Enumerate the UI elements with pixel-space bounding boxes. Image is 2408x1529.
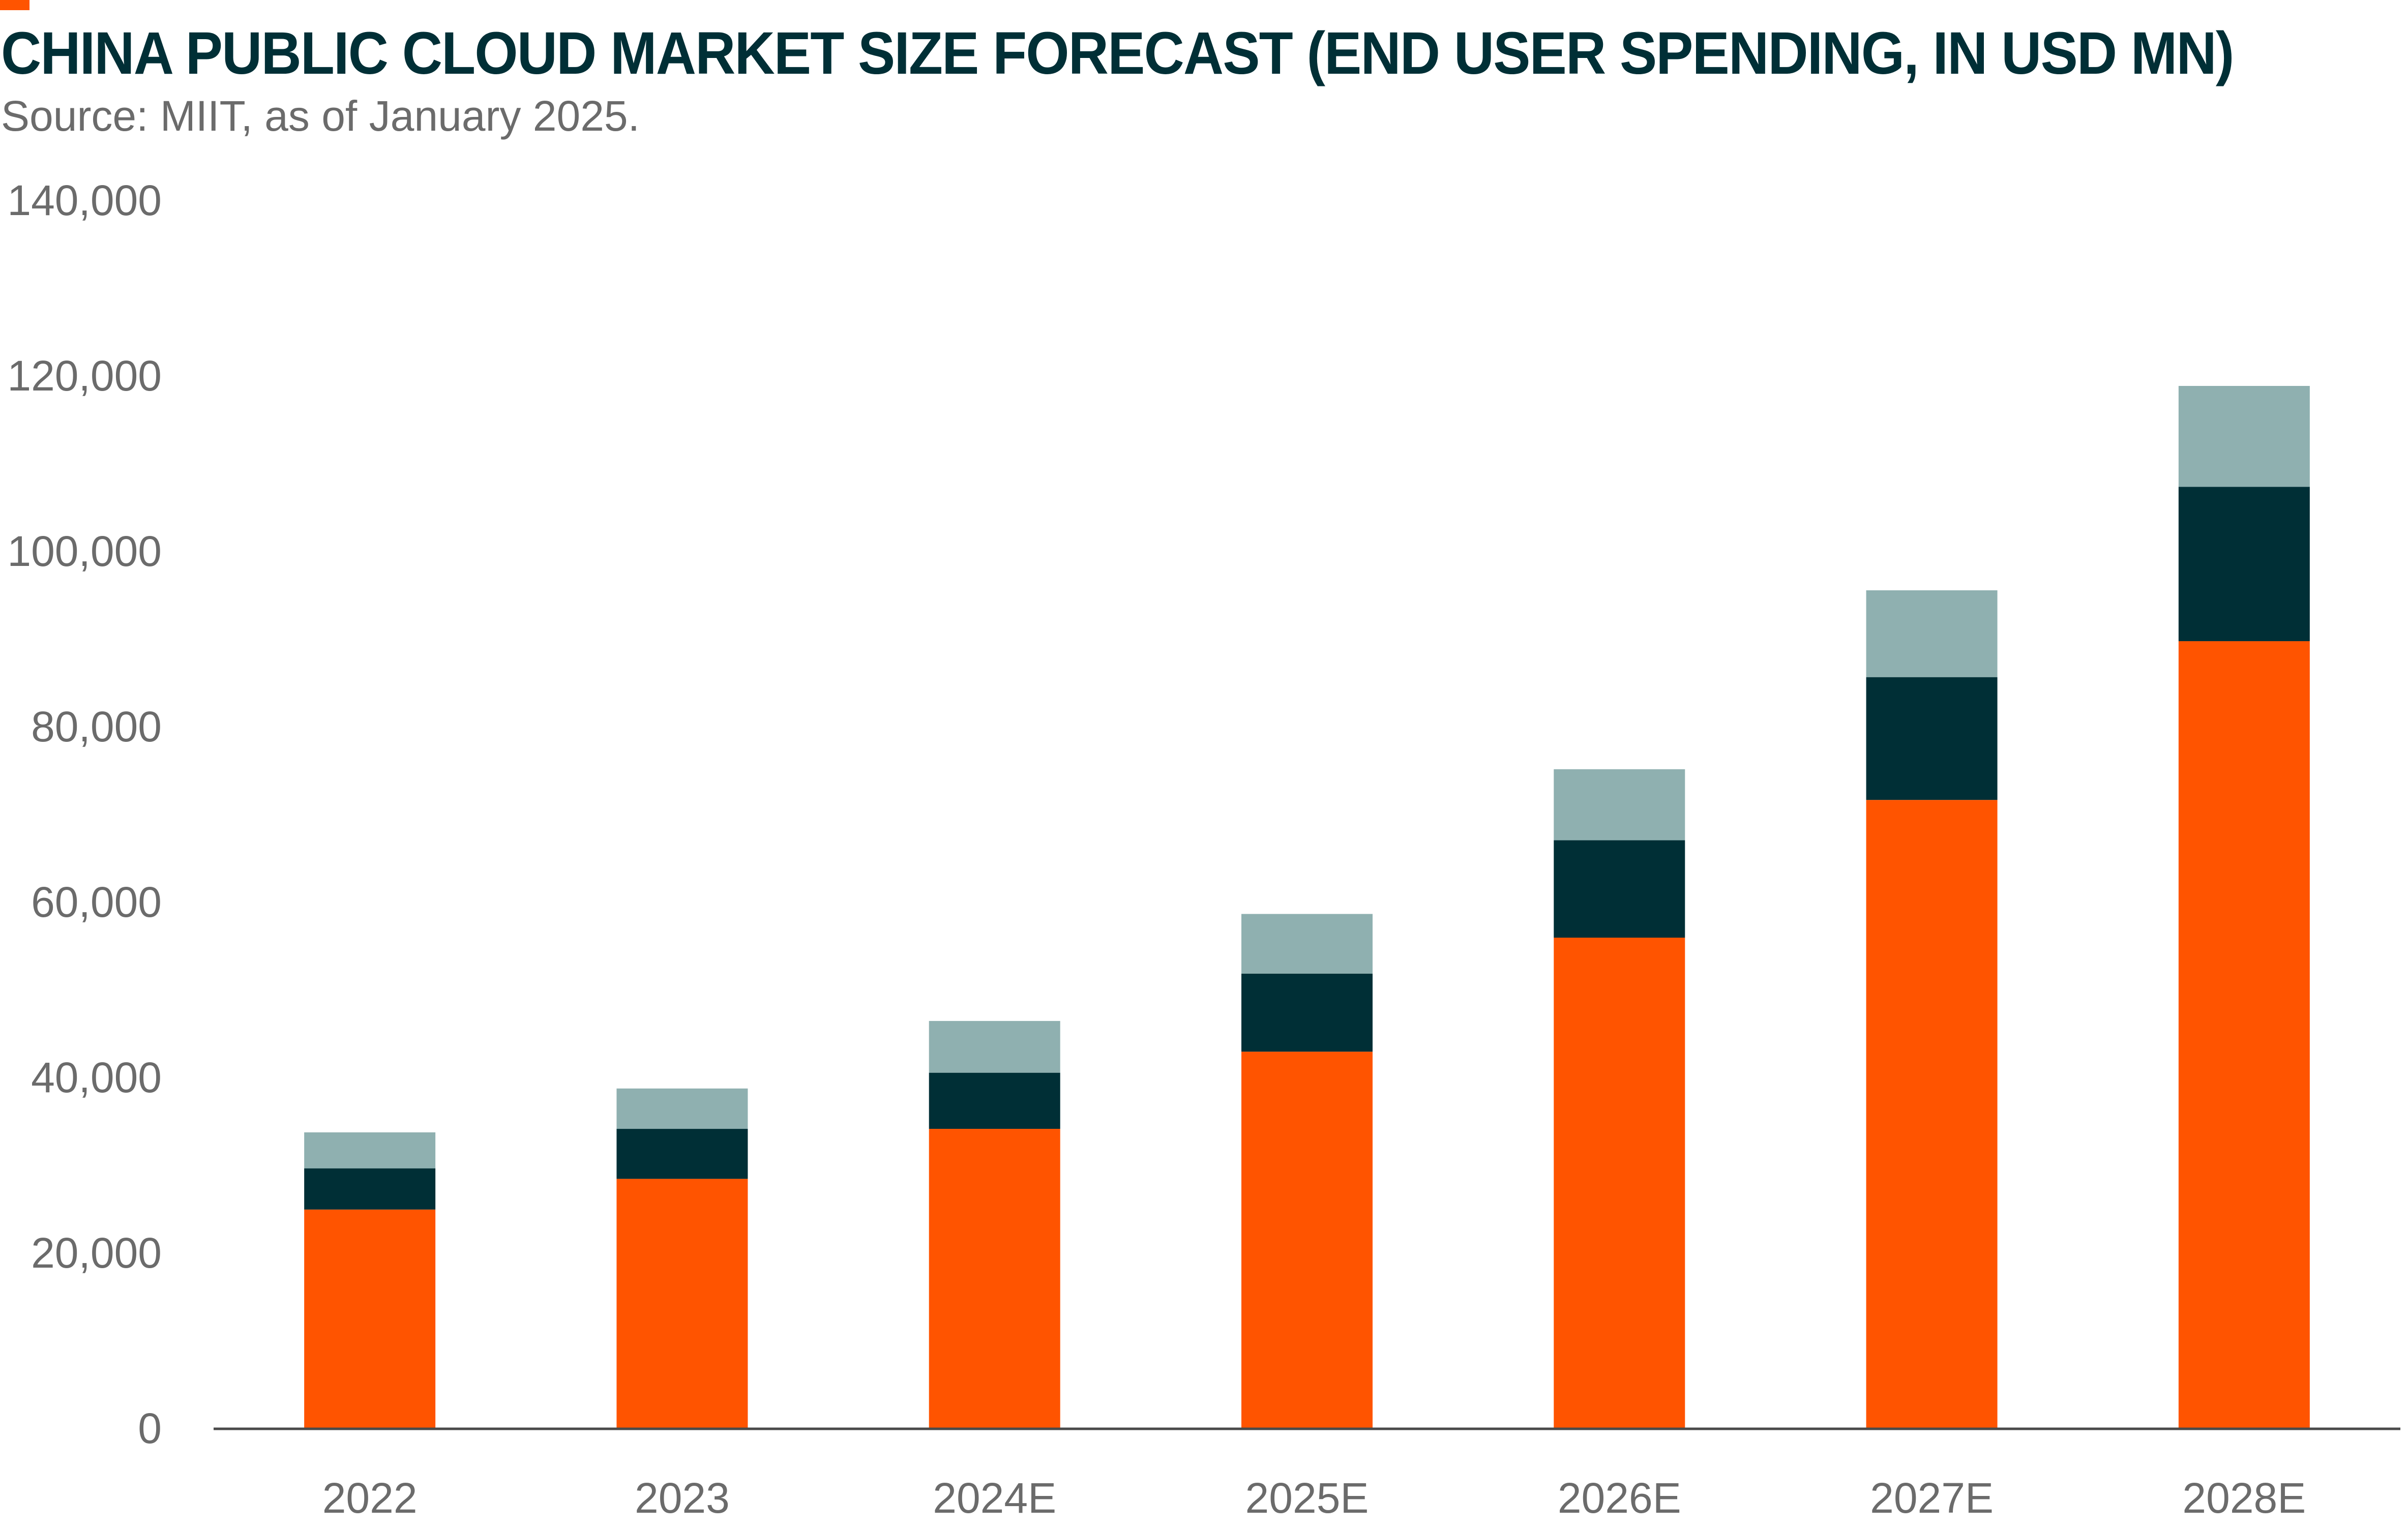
x-tick-label: 2023 bbox=[635, 1474, 730, 1522]
bar-segment-light-2027e bbox=[1866, 590, 1998, 677]
x-tick-label: 2025E bbox=[1245, 1474, 1369, 1522]
bar-segment-light-2022 bbox=[304, 1132, 436, 1168]
bar-segment-light-2024e bbox=[929, 1021, 1060, 1073]
bar-segment-dark-2027e bbox=[1866, 677, 1998, 800]
y-tick-label: 40,000 bbox=[31, 1054, 162, 1101]
bar-segment-dark-2026e bbox=[1554, 840, 1685, 938]
bar-segment-orange-2027e bbox=[1866, 800, 1998, 1429]
bar-segment-orange-2023 bbox=[616, 1179, 748, 1429]
bar-segment-orange-2026e bbox=[1554, 938, 1685, 1429]
bar-segment-light-2023 bbox=[616, 1088, 748, 1129]
y-tick-label: 60,000 bbox=[31, 878, 162, 926]
bar-segment-light-2025e bbox=[1241, 914, 1373, 974]
y-axis-tick-labels: 0 20,000 40,000 60,000 80,000 100,000 120,000 1… bbox=[7, 176, 162, 1452]
y-tick-label: 20,000 bbox=[31, 1229, 162, 1277]
bar-segment-light-2026e bbox=[1554, 769, 1685, 841]
bar-stacks bbox=[304, 385, 2310, 1429]
bar-segment-light-2028e bbox=[2178, 385, 2310, 487]
y-tick-label: 120,000 bbox=[7, 352, 162, 400]
bar-segment-orange-2022 bbox=[304, 1209, 436, 1429]
bar-segment-dark-2025e bbox=[1241, 973, 1373, 1052]
x-tick-label: 2024E bbox=[933, 1474, 1056, 1522]
bar-segment-dark-2023 bbox=[616, 1129, 748, 1179]
x-tick-label: 2028E bbox=[2182, 1474, 2306, 1522]
x-tick-label: 2026E bbox=[1558, 1474, 1681, 1522]
y-tick-label: 140,000 bbox=[7, 176, 162, 224]
bar-segment-dark-2024e bbox=[929, 1072, 1060, 1129]
accent-mark bbox=[0, 0, 29, 10]
x-tick-label: 2027E bbox=[1870, 1474, 1994, 1522]
y-tick-label: 0 bbox=[138, 1404, 162, 1452]
bar-segment-dark-2022 bbox=[304, 1168, 436, 1210]
chart-subtitle: Source: MIIT, as of January 2025. bbox=[1, 92, 640, 140]
bar-segment-orange-2025e bbox=[1241, 1052, 1373, 1429]
y-tick-label: 80,000 bbox=[31, 703, 162, 751]
y-tick-label: 100,000 bbox=[7, 527, 162, 575]
bar-segment-orange-2024e bbox=[929, 1129, 1060, 1429]
x-axis-tick-labels: 2022 2023 2024E 2025E 2026E 2027E 2028E bbox=[322, 1474, 2306, 1522]
bar-segment-orange-2028e bbox=[2178, 641, 2310, 1429]
x-tick-label: 2022 bbox=[322, 1474, 418, 1522]
chart-title: CHINA PUBLIC CLOUD MARKET SIZE FORECAST … bbox=[1, 20, 2234, 87]
bar-segment-dark-2028e bbox=[2178, 487, 2310, 641]
